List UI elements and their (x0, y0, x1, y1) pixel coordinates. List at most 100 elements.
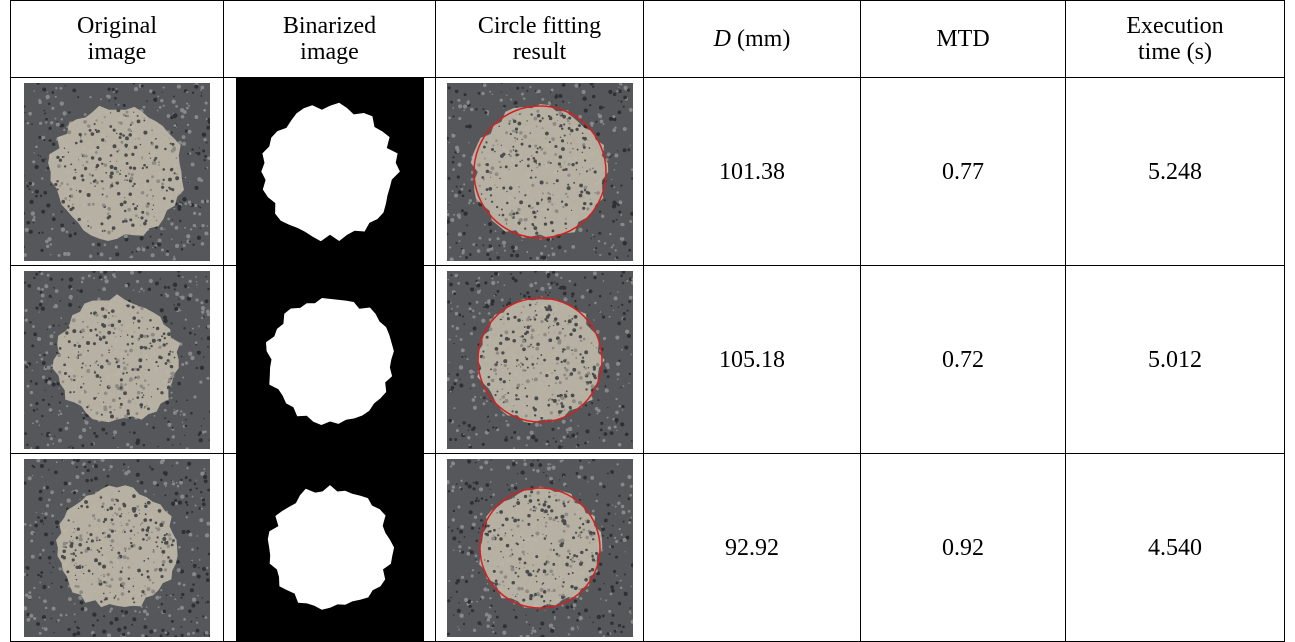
texture (577, 612, 580, 615)
texture (78, 344, 81, 347)
texture (147, 526, 150, 529)
texture (90, 478, 93, 481)
texture (178, 545, 181, 548)
texture (479, 465, 483, 469)
texture (123, 391, 127, 395)
texture (25, 308, 28, 311)
texture (512, 464, 514, 466)
texture (547, 191, 549, 193)
texture (558, 155, 562, 159)
texture (543, 589, 545, 591)
texture (501, 580, 503, 582)
texture (192, 631, 195, 634)
texture (124, 234, 128, 238)
texture (525, 569, 529, 573)
texture (629, 220, 632, 223)
texture (459, 255, 461, 257)
texture (495, 351, 498, 354)
texture (124, 610, 128, 614)
texture (480, 497, 483, 500)
texture (546, 573, 548, 575)
texture (174, 498, 177, 501)
texture (174, 356, 176, 358)
texture (623, 85, 627, 89)
texture (104, 116, 106, 118)
texture (551, 229, 554, 232)
texture (73, 176, 76, 179)
texture (535, 230, 536, 231)
texture (529, 345, 530, 346)
texture (103, 314, 107, 318)
texture (86, 468, 89, 471)
texture (154, 215, 156, 217)
texture (540, 200, 541, 201)
texture (621, 281, 623, 283)
texture (538, 119, 541, 122)
texture (531, 626, 533, 628)
texture (80, 136, 81, 137)
texture (533, 226, 537, 230)
texture (609, 533, 612, 536)
texture (129, 378, 132, 381)
texture (26, 573, 28, 575)
texture (86, 405, 88, 407)
texture (456, 527, 458, 529)
texture (115, 595, 117, 597)
texture (547, 504, 551, 508)
texture (460, 550, 463, 553)
texture (487, 382, 490, 385)
texture (158, 509, 162, 513)
texture (606, 152, 610, 156)
texture (37, 573, 40, 576)
texture (540, 635, 541, 636)
texture (532, 156, 535, 159)
texture (551, 346, 554, 349)
texture (568, 315, 569, 316)
texture (74, 344, 77, 347)
texture (475, 244, 477, 246)
texture (142, 538, 145, 541)
texture (98, 550, 100, 552)
texture (566, 195, 568, 197)
texture (503, 245, 505, 247)
texture (513, 100, 517, 104)
texture (470, 287, 474, 291)
texture (485, 400, 487, 402)
texture (192, 91, 194, 93)
texture (199, 380, 202, 383)
texture (39, 121, 42, 124)
texture (120, 202, 124, 206)
texture (547, 254, 549, 256)
texture (500, 318, 501, 319)
texture (563, 393, 565, 395)
texture (590, 475, 594, 479)
texture (108, 317, 109, 318)
texture (552, 517, 555, 520)
texture (487, 541, 488, 542)
texture (161, 185, 164, 188)
binarized-image (236, 454, 424, 641)
texture (181, 355, 183, 357)
texture (83, 416, 86, 419)
texture (573, 608, 575, 610)
texture (35, 401, 38, 404)
texture (179, 219, 181, 221)
texture (74, 613, 76, 615)
texture (81, 366, 83, 368)
texture (516, 383, 520, 387)
texture (522, 539, 524, 541)
texture (531, 183, 534, 186)
texture (596, 614, 600, 618)
texture (534, 90, 536, 92)
texture (538, 162, 540, 164)
texture (589, 198, 590, 199)
texture (517, 153, 519, 155)
texture (118, 577, 122, 581)
texture (553, 182, 554, 183)
texture (628, 248, 631, 251)
texture (578, 227, 582, 231)
texture (123, 361, 126, 364)
texture (195, 152, 197, 154)
texture (448, 361, 449, 362)
texture (75, 474, 79, 478)
